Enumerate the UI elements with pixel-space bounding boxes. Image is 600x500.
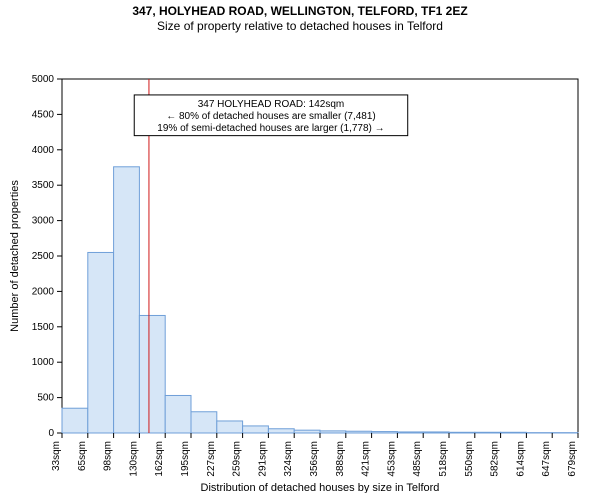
chart-title-line1: 347, HOLYHEAD ROAD, WELLINGTON, TELFORD,… bbox=[0, 0, 600, 19]
histogram-bar bbox=[114, 167, 140, 433]
x-tick-label: 259sqm bbox=[232, 441, 243, 477]
x-tick-label: 614sqm bbox=[515, 441, 526, 477]
histogram-bar bbox=[62, 408, 88, 433]
y-tick-label: 4000 bbox=[32, 145, 55, 156]
x-tick-label: 65sqm bbox=[77, 441, 88, 471]
histogram-bar bbox=[268, 429, 294, 433]
x-tick-label: 485sqm bbox=[412, 441, 423, 477]
x-tick-label: 162sqm bbox=[154, 441, 165, 477]
histogram-bar bbox=[320, 431, 346, 433]
y-tick-label: 500 bbox=[37, 393, 54, 404]
x-tick-label: 518sqm bbox=[438, 441, 449, 477]
y-tick-label: 0 bbox=[48, 428, 54, 439]
y-tick-label: 1500 bbox=[32, 322, 55, 333]
callout-line: 347 HOLYHEAD ROAD: 142sqm bbox=[198, 99, 345, 110]
callout-line: ← 80% of detached houses are smaller (7,… bbox=[166, 111, 376, 122]
histogram-bar bbox=[217, 421, 243, 433]
histogram-bar bbox=[165, 395, 191, 433]
x-tick-label: 227sqm bbox=[206, 441, 217, 477]
y-tick-label: 4500 bbox=[32, 109, 55, 120]
callout-line: 19% of semi-detached houses are larger (… bbox=[157, 123, 384, 134]
histogram-bar bbox=[294, 430, 320, 433]
y-tick-label: 1000 bbox=[32, 357, 55, 368]
histogram-bar bbox=[88, 252, 114, 433]
x-tick-label: 324sqm bbox=[283, 441, 294, 477]
x-tick-label: 388sqm bbox=[335, 441, 346, 477]
y-tick-label: 2000 bbox=[32, 286, 55, 297]
x-tick-label: 421sqm bbox=[361, 441, 372, 477]
histogram-bar bbox=[397, 432, 423, 433]
x-tick-label: 130sqm bbox=[128, 441, 139, 477]
histogram-bar bbox=[243, 426, 269, 433]
x-tick-label: 98sqm bbox=[103, 441, 114, 471]
histogram-bar bbox=[449, 432, 475, 433]
y-tick-label: 3500 bbox=[32, 180, 55, 191]
histogram-bar bbox=[191, 412, 217, 433]
x-tick-label: 679sqm bbox=[567, 441, 578, 477]
histogram-bar bbox=[372, 432, 398, 433]
y-tick-label: 2500 bbox=[32, 251, 55, 262]
x-tick-label: 33sqm bbox=[51, 441, 62, 471]
histogram-bar bbox=[475, 432, 501, 433]
x-tick-label: 291sqm bbox=[257, 441, 268, 477]
x-tick-label: 550sqm bbox=[464, 441, 475, 477]
histogram-bar bbox=[346, 431, 372, 433]
x-tick-label: 582sqm bbox=[490, 441, 501, 477]
x-tick-label: 195sqm bbox=[180, 441, 191, 477]
y-axis-label: Number of detached properties bbox=[9, 180, 21, 332]
histogram-chart: 0 500 1000 1500 2000 2500 3000 3500 4000 4500 5000… bbox=[0, 33, 600, 493]
x-tick-label: 453sqm bbox=[386, 441, 397, 477]
x-tick-label: 356sqm bbox=[309, 441, 320, 477]
x-axis-label: Distribution of detached houses by size … bbox=[201, 482, 440, 493]
x-tick-label: 647sqm bbox=[541, 441, 552, 477]
y-tick-label: 5000 bbox=[32, 74, 55, 85]
histogram-bar bbox=[139, 315, 165, 433]
chart-title-line2: Size of property relative to detached ho… bbox=[0, 19, 600, 33]
y-tick-label: 3000 bbox=[32, 216, 55, 227]
histogram-bar bbox=[423, 432, 449, 433]
histogram-bar bbox=[501, 432, 527, 433]
